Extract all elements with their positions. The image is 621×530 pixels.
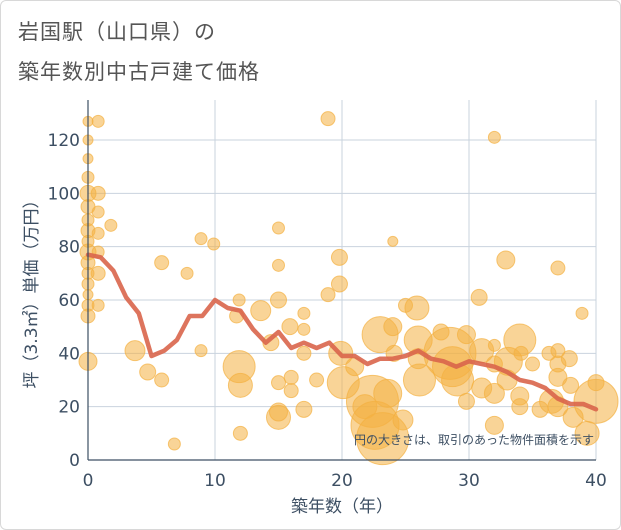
bubble-point: [320, 111, 336, 127]
bubble-point: [272, 221, 285, 235]
bubble-point: [250, 300, 272, 322]
bubble-point: [487, 338, 501, 352]
x-tick-label: 10: [204, 471, 226, 491]
x-axis-label: 築年数（年）: [291, 497, 393, 517]
bubble-point: [283, 383, 299, 399]
bubble-point: [272, 258, 285, 272]
bubble-point: [457, 392, 475, 410]
bubble-point: [496, 250, 516, 270]
size-annotation: 円の大きさは、取引のあった物件面積を示す: [354, 432, 594, 447]
bubble-point: [330, 275, 348, 293]
bubble-point: [550, 260, 566, 276]
bubble-point: [383, 317, 403, 337]
bubble-point: [525, 356, 540, 372]
bubble-point: [387, 235, 399, 247]
trend-lines: [85, 252, 599, 412]
bubble-point: [167, 437, 181, 451]
bubble-point: [297, 306, 311, 320]
bubbles: [78, 111, 619, 466]
bubble-point: [320, 287, 336, 303]
bubble-point: [104, 218, 118, 232]
y-tick-label: 20: [58, 398, 80, 418]
bubble-point: [297, 322, 311, 336]
x-tick-label: 20: [331, 471, 353, 491]
bubble-point: [330, 248, 348, 266]
bubble-point: [227, 372, 253, 398]
bubble-point: [266, 404, 291, 430]
y-tick-label: 80: [58, 238, 80, 258]
bubble-point: [91, 114, 105, 128]
bubble-point: [281, 318, 299, 336]
x-tick-label: 40: [585, 471, 607, 491]
x-tick-label: 30: [458, 471, 480, 491]
bubble-point: [484, 415, 504, 435]
bubble-point: [560, 350, 578, 368]
chart-title-line1: 岩国駅（山口県）の: [18, 20, 216, 44]
bubble-point: [194, 344, 208, 358]
bubble-point: [283, 369, 299, 385]
bubble-point: [456, 325, 476, 345]
bubble-point: [270, 291, 287, 309]
bubble-point: [90, 265, 106, 281]
bubble-point: [194, 232, 208, 246]
chart-title-line2: 築年数別中古戸建て価格: [18, 60, 260, 84]
bubble-point: [124, 340, 146, 362]
x-tick-label: 0: [83, 471, 94, 491]
y-tick-label: 120: [48, 131, 80, 151]
y-axis-label: 坪（3.3㎡）単価（万円）: [22, 191, 42, 388]
bubble-point: [573, 378, 619, 424]
bubble-point: [511, 398, 529, 416]
bubble-point: [575, 306, 589, 320]
bubble-point: [90, 185, 106, 201]
bubble-point: [91, 205, 105, 219]
bubble-point: [483, 382, 505, 404]
bubble-point: [404, 295, 430, 321]
bubble-point: [154, 255, 170, 271]
bubble-point: [180, 266, 194, 280]
bubble-point: [91, 226, 105, 240]
y-tick-label: 40: [58, 344, 80, 364]
y-tick-label: 100: [48, 184, 80, 204]
bubble-point: [139, 363, 157, 381]
bubble-point: [548, 367, 568, 387]
bubble-point: [154, 372, 170, 388]
bubble-point: [441, 363, 475, 397]
bubble-point: [392, 409, 414, 431]
bubble-point: [513, 345, 529, 361]
average-price-line: [85, 252, 599, 412]
bubble-point: [562, 376, 580, 394]
bubble-point: [295, 400, 313, 418]
axes: 0 20 40 60 80 100 120 0 10 20 30 40: [48, 100, 607, 491]
bubble-point: [296, 345, 312, 361]
y-tick-label: 0: [69, 451, 80, 471]
bubble-point: [232, 425, 248, 441]
bubble-point: [373, 378, 403, 408]
bubble-point: [402, 363, 436, 397]
bubble-point: [470, 288, 488, 306]
y-tick-label: 60: [58, 291, 80, 311]
bubble-point: [271, 375, 286, 391]
bubble-point: [207, 237, 221, 251]
bubble-point: [232, 293, 246, 307]
bubble-point: [91, 298, 105, 312]
bubble-point: [309, 372, 325, 388]
bubble-point: [487, 130, 501, 144]
